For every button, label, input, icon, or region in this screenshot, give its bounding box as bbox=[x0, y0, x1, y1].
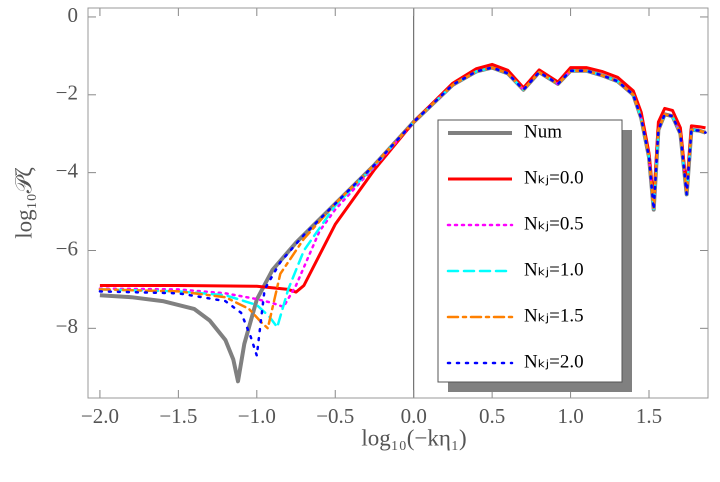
y-tick-label: −4 bbox=[56, 158, 79, 182]
series-line bbox=[98, 66, 707, 309]
legend-label: Nₖⱼ=0.0 bbox=[524, 167, 584, 188]
x-tick-label: −2.0 bbox=[81, 404, 119, 428]
x-tick-label: −1.0 bbox=[238, 404, 276, 428]
x-tick-label: 1.5 bbox=[636, 404, 662, 428]
legend-label: Nₖⱼ=1.5 bbox=[524, 305, 584, 326]
y-tick-label: −2 bbox=[56, 81, 78, 105]
x-tick-label: 0.5 bbox=[479, 404, 505, 428]
x-tick-label: −0.5 bbox=[316, 404, 354, 428]
series-line bbox=[98, 66, 707, 357]
y-axis-label: log₁₀𝒫ζ bbox=[11, 167, 36, 239]
legend-box bbox=[437, 119, 623, 383]
y-tick-label: 0 bbox=[68, 3, 79, 27]
x-tick-label: −1.5 bbox=[159, 404, 197, 428]
legend-label: Nₖⱼ=0.5 bbox=[524, 213, 584, 234]
x-axis-label: log₁₀(−kη₁) bbox=[361, 425, 466, 450]
x-tick-label: 1.0 bbox=[557, 404, 583, 428]
plot-frame bbox=[87, 7, 709, 399]
y-tick-label: −8 bbox=[56, 314, 78, 338]
legend-label: Num bbox=[524, 121, 562, 142]
x-tick-label: 0.0 bbox=[401, 404, 427, 428]
legend-label: Nₖⱼ=1.0 bbox=[524, 259, 584, 280]
y-tick-label: −6 bbox=[56, 236, 78, 260]
legend-label: Nₖⱼ=2.0 bbox=[524, 351, 584, 372]
series-line bbox=[99, 62, 706, 294]
